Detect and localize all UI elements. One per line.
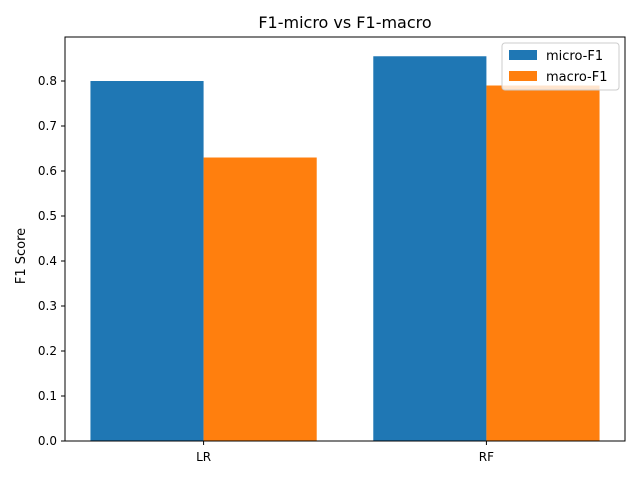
x-tick-label-rf: RF [479,450,494,464]
y-tick-label: 0.2 [38,344,57,358]
y-tick-label: 0.7 [38,119,57,133]
bars-group [90,56,600,442]
legend-swatch-micro-f1 [509,50,537,60]
y-tick-label: 0.1 [38,389,57,403]
legend-label-micro-f1: micro-F1 [546,49,603,64]
y-axis-label: F1 Score [14,228,29,284]
legend: micro-F1 macro-F1 [501,42,620,91]
plot-frame [64,36,626,442]
x-axis-ticks: LR RF [196,441,494,464]
bar-macro-f1-rf [486,85,600,442]
x-tick-label-lr: LR [196,450,211,464]
bar-micro-f1-rf [373,56,487,441]
y-tick-label: 0.8 [38,74,57,88]
y-tick-label: 0.6 [38,164,57,178]
y-tick-label: 0.0 [38,434,57,448]
legend-swatch-macro-f1 [509,71,537,81]
y-tick-label: 0.4 [38,254,57,268]
y-axis-ticks: 0.0 0.1 0.2 0.3 0.4 0.5 0.6 0.7 0.8 [38,74,65,448]
y-tick-label: 0.3 [38,299,57,313]
chart-title: F1-micro vs F1-macro [258,13,431,32]
legend-label-macro-f1: macro-F1 [546,70,607,85]
bar-micro-f1-lr [90,81,204,441]
y-tick-label: 0.5 [38,209,57,223]
bar-macro-f1-lr [203,157,317,441]
